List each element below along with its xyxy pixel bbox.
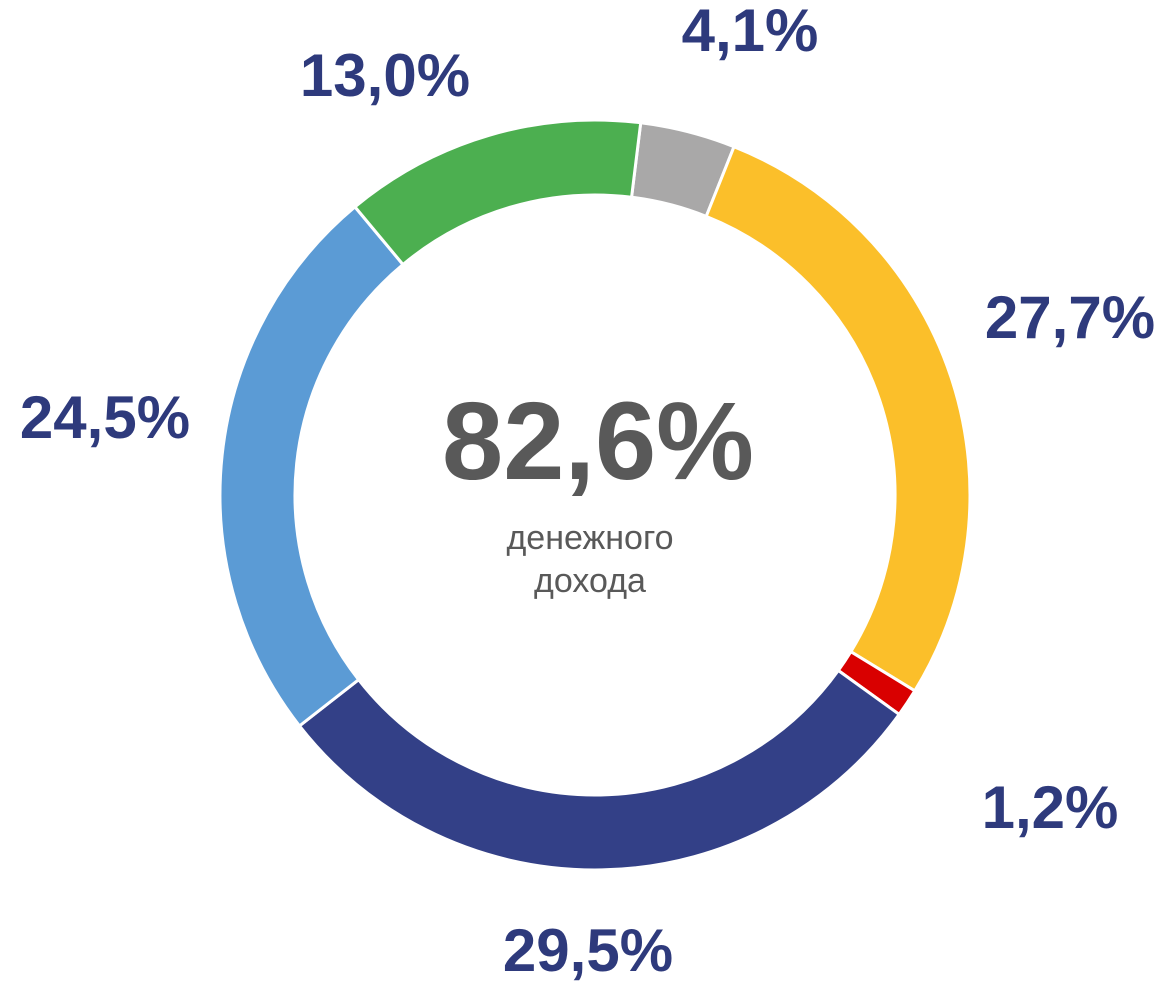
donut-segment <box>297 668 902 872</box>
center-value: 82,6% <box>442 380 754 503</box>
value-label: 13,0% <box>300 42 470 109</box>
value-label: 29,5% <box>503 917 673 981</box>
value-label: 24,5% <box>20 384 190 451</box>
value-label: 27,7% <box>985 284 1155 351</box>
center-label: дохода <box>534 562 646 600</box>
value-label: 4,1% <box>682 0 819 64</box>
center-label: денежного <box>506 519 673 557</box>
value-label: 1,2% <box>982 774 1119 841</box>
donut-segment <box>352 118 643 267</box>
donut-segment <box>218 204 406 728</box>
